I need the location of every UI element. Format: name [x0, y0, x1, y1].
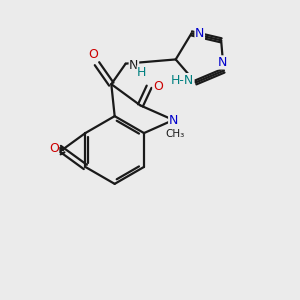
- Text: N: N: [218, 56, 227, 69]
- Text: O: O: [88, 48, 98, 61]
- Text: N: N: [129, 58, 139, 72]
- Text: H-N: H-N: [171, 74, 194, 87]
- Text: O: O: [49, 142, 59, 155]
- Text: N: N: [169, 114, 178, 127]
- Text: CH₃: CH₃: [165, 129, 184, 139]
- Text: H: H: [137, 66, 146, 79]
- Text: N: N: [195, 27, 204, 40]
- Text: O: O: [153, 80, 163, 93]
